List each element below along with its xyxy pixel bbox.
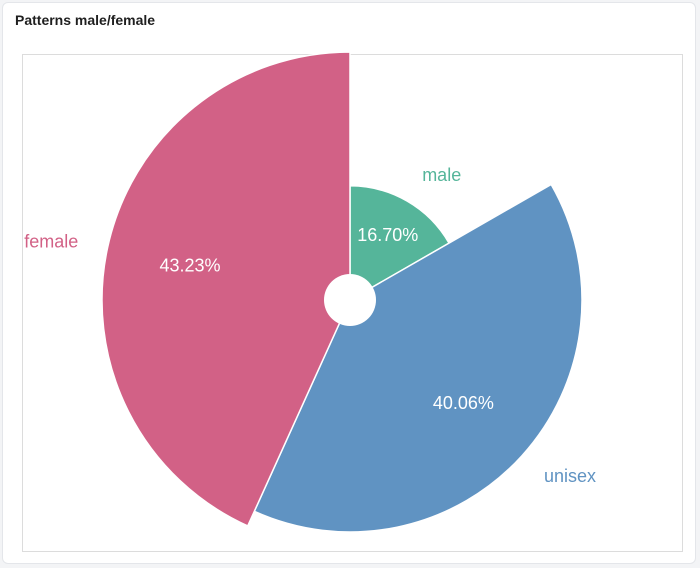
data-label-unisex: 40.06% [433,393,494,413]
data-label-male: 16.70% [357,225,418,245]
panel-title: Patterns male/female [15,12,156,28]
pie-slice-male[interactable] [349,185,451,302]
data-label-female: 43.23% [159,256,220,276]
category-label-male: male [422,165,461,185]
pie-slice-unisex[interactable] [253,183,583,533]
pie-center-hole [324,274,376,326]
category-label-female: female [24,231,78,251]
category-label-unisex: unisex [544,466,596,486]
pie-slice-female[interactable] [101,51,351,527]
